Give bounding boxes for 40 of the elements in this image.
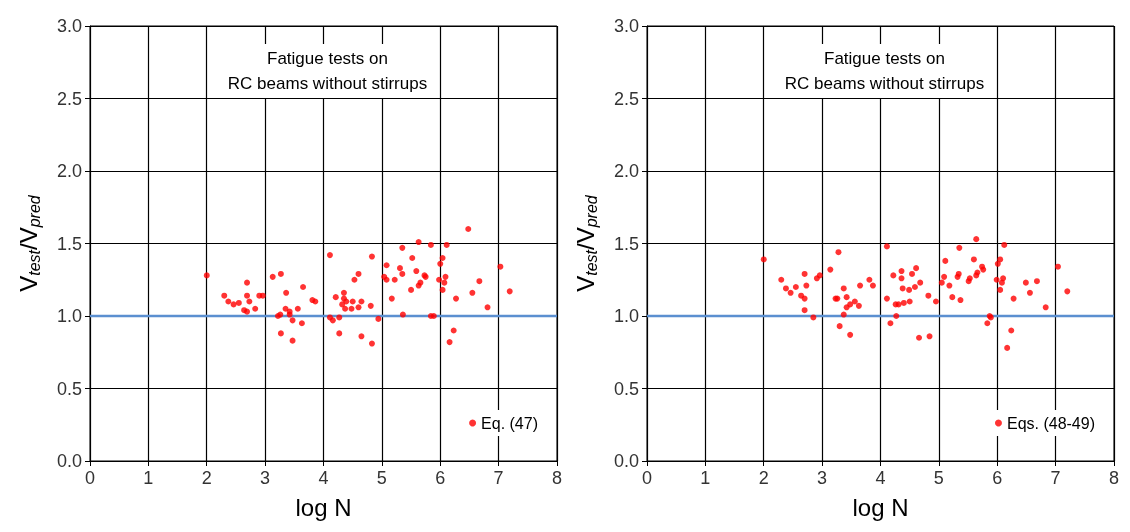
text: Fatigue tests on RC beams without stirrups bbox=[784, 49, 985, 93]
y-tick-label: 1.5 bbox=[56, 233, 82, 254]
y-tick-label: 0.0 bbox=[613, 451, 639, 471]
x-axis-title: log N bbox=[852, 493, 909, 521]
x-tick-label: 3 bbox=[260, 468, 271, 488]
text: Fatigue tests on RC beams without stirrups bbox=[227, 49, 428, 93]
y-tick-label: 1.5 bbox=[613, 233, 639, 254]
y-tick-label: 1.0 bbox=[56, 306, 82, 326]
y-tick-label: 0.5 bbox=[613, 378, 639, 399]
y-tick-label: 2.5 bbox=[56, 88, 82, 109]
y-axis-title: Vtest/Vpred bbox=[571, 194, 600, 292]
x-tick-label: 0 bbox=[84, 468, 96, 488]
x-axis-title: log N bbox=[295, 493, 352, 521]
y-tick-label: 3.0 bbox=[613, 16, 639, 36]
legend-label: Eqs. (48-49) bbox=[1006, 414, 1096, 432]
x-tick-label: 0 bbox=[641, 468, 653, 488]
y-tick-label: 2.0 bbox=[56, 161, 82, 181]
x-tick-label: 6 bbox=[992, 468, 1003, 488]
y-tick-label: 3.0 bbox=[56, 16, 82, 36]
legend-label: Eq. (47) bbox=[481, 414, 539, 432]
x-tick-label: 8 bbox=[1108, 468, 1119, 488]
x-tick-label: 7 bbox=[1050, 468, 1061, 488]
y-tick-label: 0.0 bbox=[56, 451, 82, 471]
x-tick-label: 5 bbox=[376, 468, 387, 488]
y-tick-label: 2.5 bbox=[613, 88, 639, 109]
x-tick-label: 6 bbox=[435, 468, 446, 488]
x-tick-label: 4 bbox=[875, 468, 886, 488]
x-tick-label: 7 bbox=[493, 468, 504, 488]
y-tick-label: 1.0 bbox=[613, 306, 639, 326]
y-tick-label: 2.0 bbox=[613, 161, 639, 181]
x-tick-label: 2 bbox=[758, 468, 769, 488]
x-tick-label: 3 bbox=[817, 468, 828, 488]
x-tick-label: 4 bbox=[318, 468, 329, 488]
y-tick-label: 0.5 bbox=[56, 378, 82, 399]
x-tick-label: 5 bbox=[933, 468, 944, 488]
y-axis-title: Vtest/Vpred bbox=[14, 194, 43, 292]
x-tick-label: 1 bbox=[700, 468, 711, 488]
x-tick-label: 2 bbox=[201, 468, 212, 488]
x-tick-label: 1 bbox=[143, 468, 154, 488]
x-tick-label: 8 bbox=[551, 468, 562, 488]
